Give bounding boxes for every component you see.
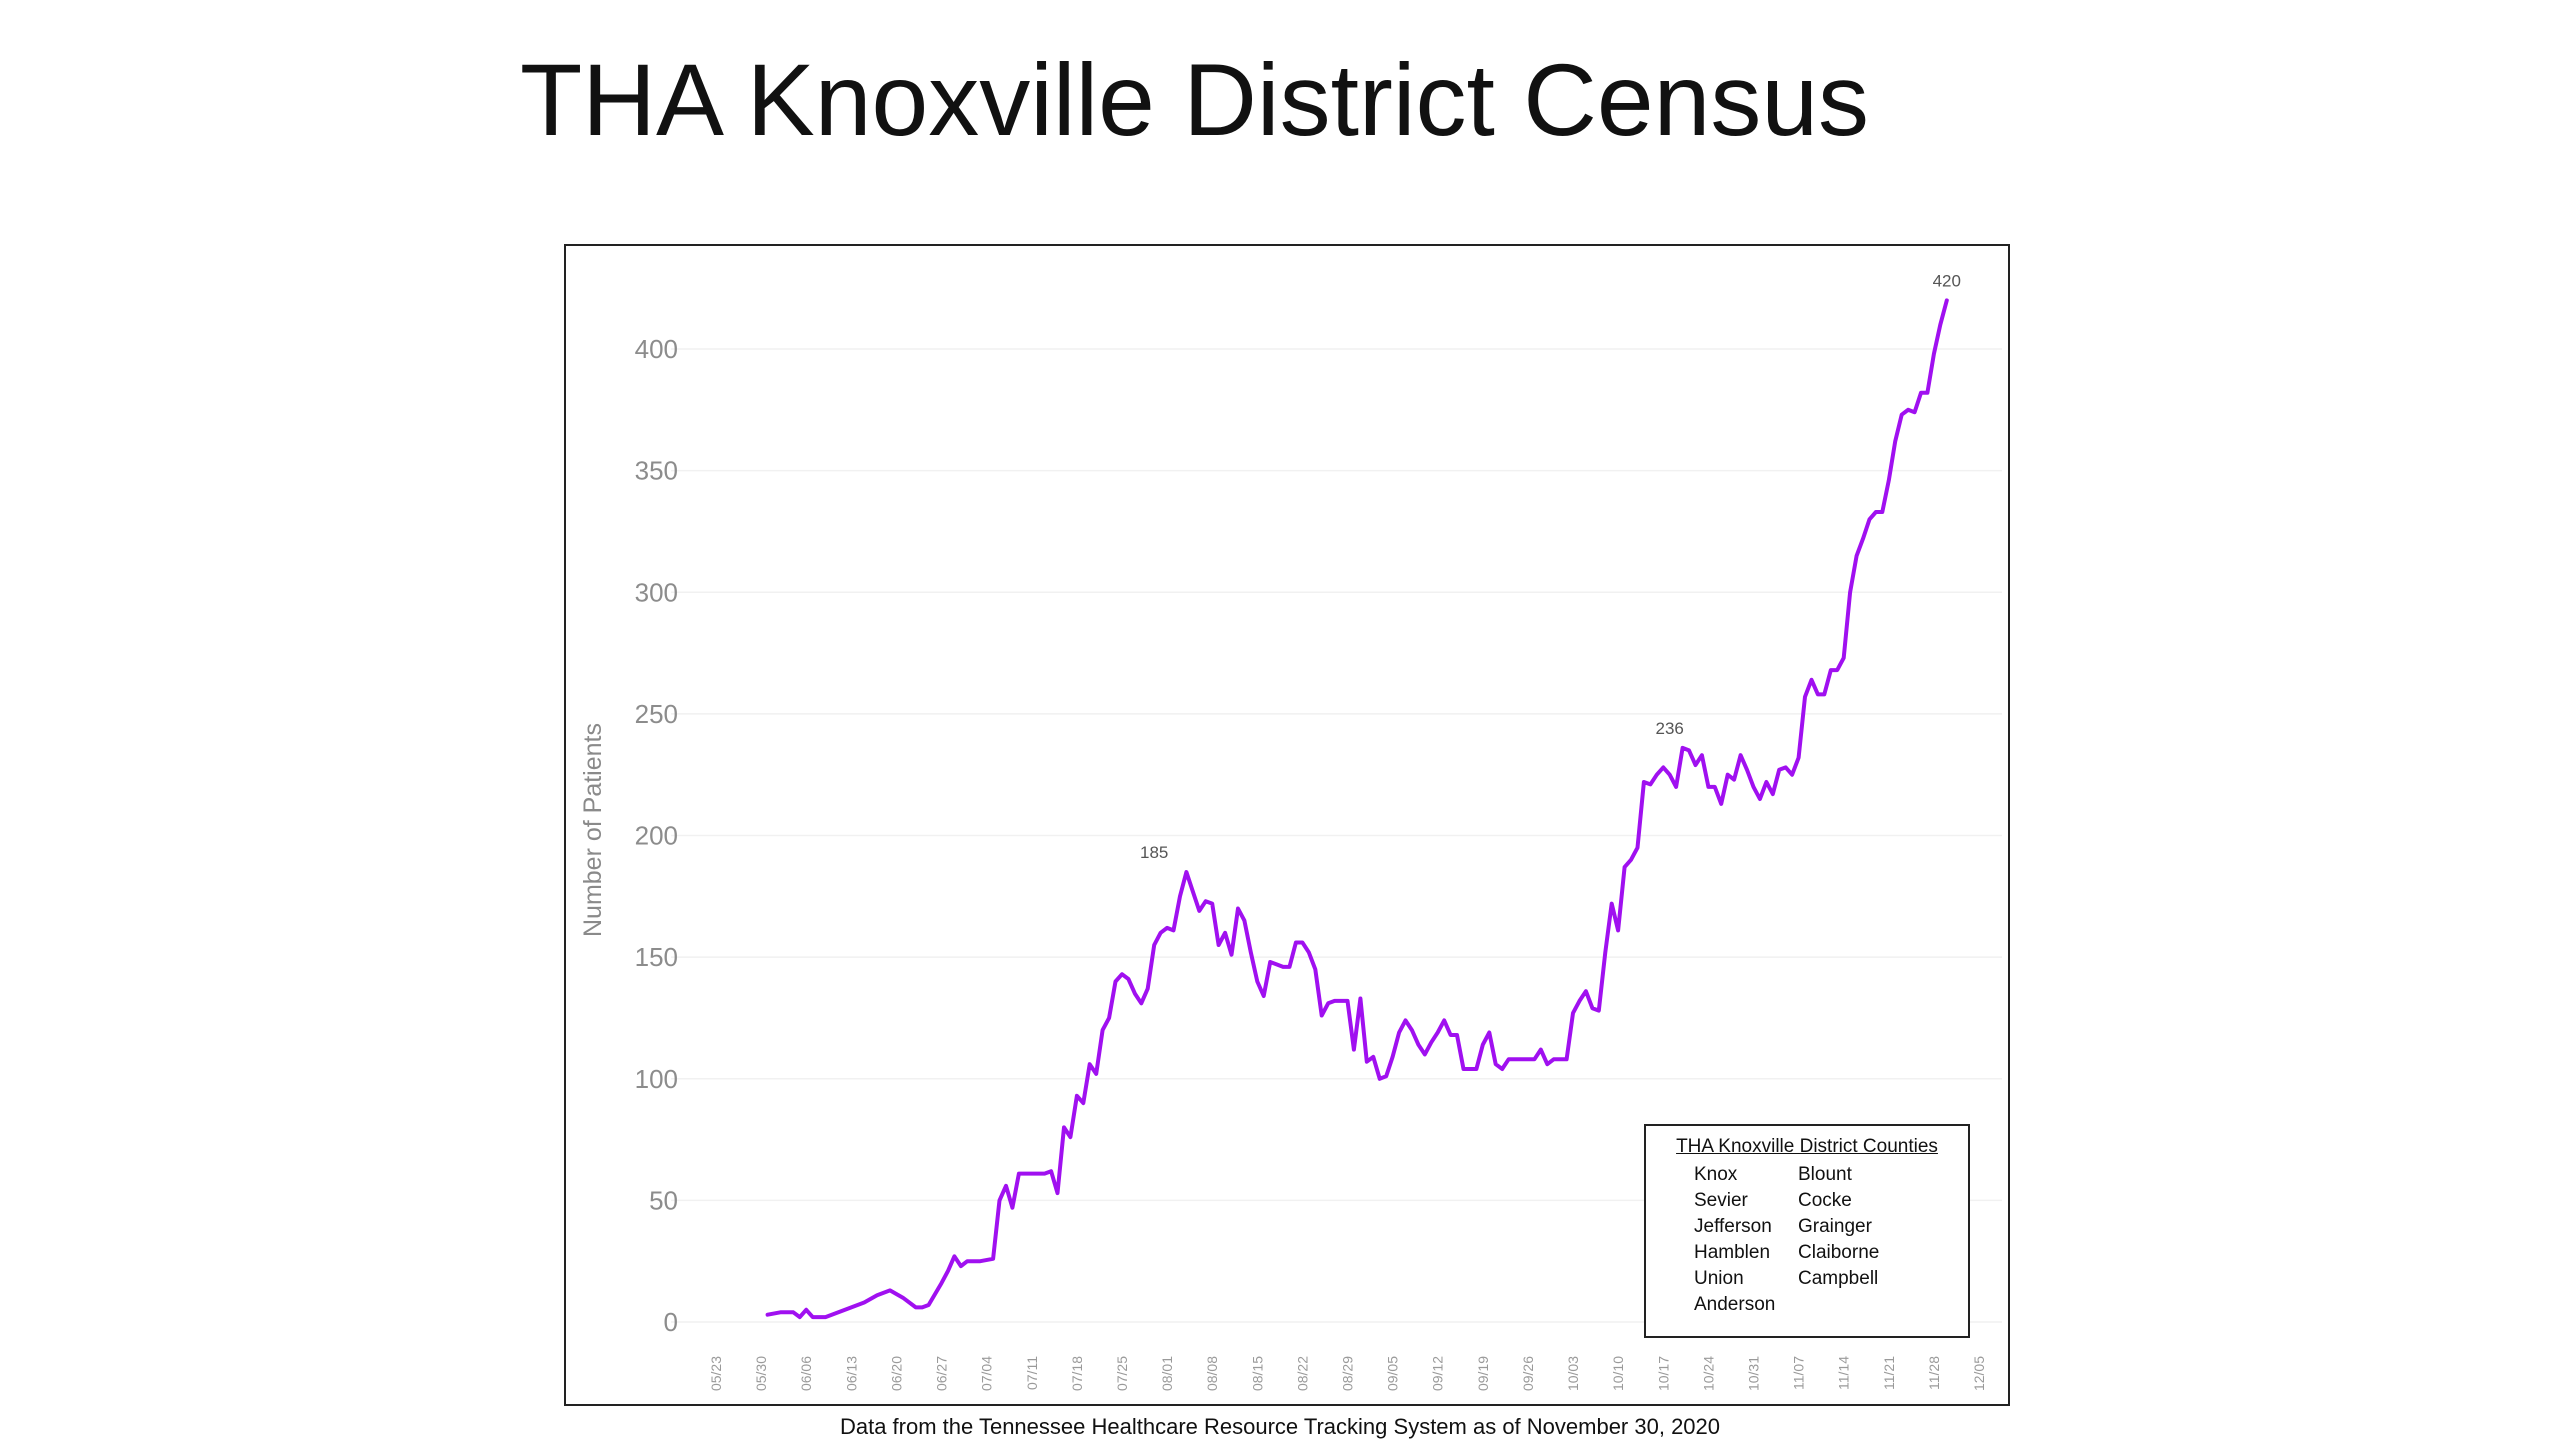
legend-title: THA Knoxville District Counties [1676, 1136, 1938, 1157]
legend-county: Cocke [1798, 1190, 1852, 1211]
x-tick-label: 08/15 [1249, 1356, 1265, 1391]
x-tick-label: 09/05 [1385, 1356, 1401, 1391]
series-line [765, 298, 1949, 1320]
y-axis-ticks: 0 50 100 150 200 250 300 350 400 [635, 334, 678, 1337]
legend-county: Campbell [1798, 1268, 1879, 1289]
legend-county: Hamblen [1694, 1242, 1771, 1263]
legend-county: Blount [1798, 1164, 1852, 1185]
legend-county: Claiborne [1798, 1242, 1880, 1263]
legend-county: Grainger [1798, 1216, 1872, 1237]
county-legend: THA Knoxville District Counties Knox Blo… [1644, 1124, 1970, 1338]
x-axis-ticks: 05/23 05/30 06/06 06/13 06/20 06/27 07/04 07/11… [708, 1356, 1987, 1391]
x-tick-label: 10/03 [1565, 1356, 1581, 1391]
y-axis-title: Number of Patients [579, 723, 607, 937]
y-tick-label: 350 [635, 456, 678, 486]
x-tick-label: 11/14 [1836, 1356, 1852, 1390]
x-tick-label: 10/24 [1700, 1356, 1716, 1391]
x-tick-label: 09/19 [1475, 1356, 1491, 1391]
x-tick-label: 10/31 [1745, 1356, 1761, 1391]
x-tick-label: 07/18 [1069, 1356, 1085, 1391]
x-tick-label: 08/22 [1294, 1356, 1310, 1391]
y-tick-label: 200 [635, 821, 678, 851]
y-tick-label: 400 [635, 334, 678, 364]
x-tick-label: 07/25 [1114, 1356, 1130, 1391]
chart-frame: 0 50 100 150 200 250 300 350 400 05/23 05/30 06/06… [564, 244, 2010, 1406]
peak-value-label: 236 [1656, 719, 1684, 738]
x-tick-label: 05/23 [708, 1356, 724, 1391]
y-tick-label: 300 [635, 577, 678, 607]
peak-value-label: 185 [1140, 843, 1168, 862]
legend-county: Knox [1694, 1164, 1738, 1185]
x-tick-label: 07/04 [979, 1356, 995, 1391]
x-tick-label: 11/07 [1791, 1356, 1807, 1390]
x-tick-label: 06/20 [888, 1356, 904, 1391]
x-tick-label: 11/28 [1926, 1356, 1942, 1390]
line-chart: 0 50 100 150 200 250 300 350 400 05/23 05/30 06/06… [579, 271, 2002, 1391]
x-tick-label: 08/29 [1340, 1356, 1356, 1391]
legend-county: Sevier [1694, 1190, 1748, 1211]
y-tick-label: 150 [635, 942, 678, 972]
y-tick-label: 250 [635, 699, 678, 729]
x-tick-label: 12/05 [1971, 1356, 1987, 1391]
source-note: Data from the Tennessee Healthcare Resou… [839, 1414, 1721, 1439]
x-tick-label: 11/21 [1881, 1356, 1897, 1390]
legend-county: Anderson [1694, 1294, 1776, 1315]
legend-county: Union [1694, 1268, 1744, 1289]
x-tick-label: 08/08 [1204, 1356, 1220, 1391]
x-tick-label: 08/01 [1159, 1356, 1175, 1391]
peak-annotations: 185 236 420 [1140, 271, 1961, 862]
x-tick-label: 05/30 [753, 1356, 769, 1391]
x-tick-label: 06/13 [843, 1356, 859, 1391]
x-tick-label: 09/26 [1520, 1356, 1536, 1391]
y-tick-label: 100 [635, 1064, 678, 1094]
grid-lines [671, 348, 2002, 1323]
x-tick-label: 07/11 [1024, 1356, 1040, 1390]
x-tick-label: 10/10 [1610, 1356, 1626, 1391]
x-tick-label: 06/27 [934, 1356, 950, 1391]
x-tick-label: 10/17 [1655, 1356, 1671, 1391]
legend-county-list: Knox Blount Sevier Cocke Jefferson Grain… [1646, 1162, 1968, 1317]
y-tick-label: 50 [649, 1185, 678, 1215]
y-tick-label: 0 [664, 1307, 678, 1337]
peak-value-label: 420 [1933, 271, 1961, 290]
x-tick-label: 09/12 [1430, 1356, 1446, 1391]
legend-county: Jefferson [1694, 1216, 1772, 1237]
slide-title: THA Knoxville District Census [520, 43, 1870, 157]
x-tick-label: 06/06 [798, 1356, 814, 1391]
